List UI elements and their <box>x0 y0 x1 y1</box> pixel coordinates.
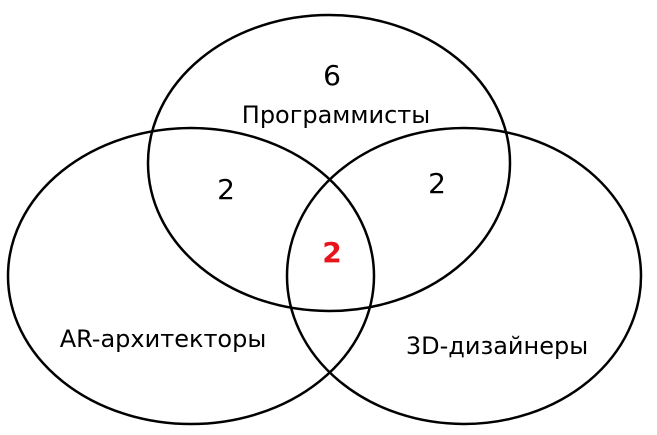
label-programmers: Программисты <box>242 101 430 129</box>
count-programmers-3d: 2 <box>428 167 446 200</box>
circle-ar-architects <box>6 126 376 426</box>
count-programmers-only: 6 <box>323 59 341 92</box>
count-all-three: 2 <box>322 236 341 269</box>
circle-3d-designers <box>285 126 643 426</box>
count-programmers-ar: 2 <box>217 173 235 206</box>
circle-programmers <box>146 13 512 313</box>
label-ar-architects: AR-архитекторы <box>60 325 267 353</box>
label-3d-designers: 3D-дизайнеры <box>406 332 588 360</box>
